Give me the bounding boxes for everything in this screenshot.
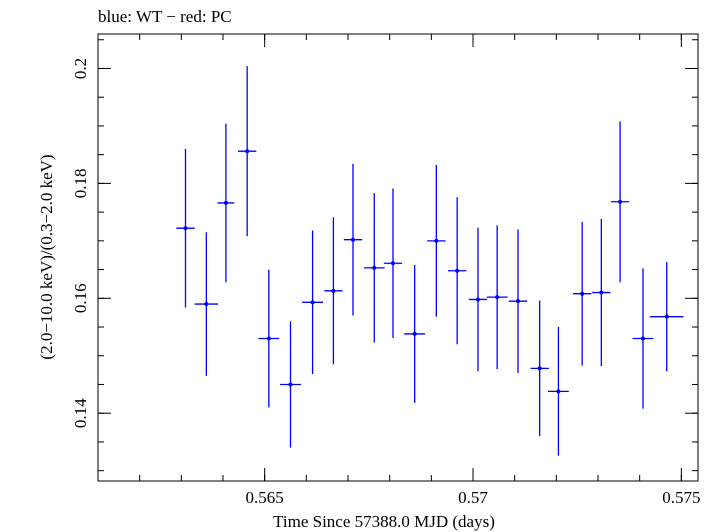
point-marker bbox=[434, 238, 439, 243]
point-marker bbox=[455, 268, 460, 273]
x-tick-label: 0.565 bbox=[246, 488, 284, 507]
data-point bbox=[404, 264, 426, 403]
data-point bbox=[486, 225, 508, 369]
point-marker bbox=[580, 291, 585, 296]
y-tick-label: 0.16 bbox=[71, 283, 90, 313]
data-point bbox=[508, 229, 528, 373]
data-point bbox=[217, 123, 235, 283]
point-marker bbox=[641, 336, 645, 341]
data-point bbox=[573, 221, 592, 366]
data-point bbox=[363, 193, 385, 343]
point-marker bbox=[266, 336, 271, 341]
data-point bbox=[343, 163, 363, 316]
point-marker bbox=[183, 226, 188, 231]
point-marker bbox=[537, 366, 542, 371]
chart-title: blue: WT − red: PC bbox=[98, 7, 232, 26]
point-marker bbox=[599, 290, 604, 295]
data-point bbox=[302, 230, 323, 375]
data-point bbox=[258, 269, 280, 408]
data-point bbox=[194, 232, 218, 376]
data-point bbox=[448, 197, 467, 345]
point-marker bbox=[495, 295, 500, 300]
point-marker bbox=[476, 297, 480, 302]
x-tick-label: 0.57 bbox=[458, 488, 488, 507]
x-tick-label: 0.575 bbox=[662, 488, 700, 507]
plot-frame bbox=[97, 33, 699, 482]
point-marker bbox=[331, 288, 336, 293]
y-axis-label: (2.0−10.0 keV)/(0.3−2.0 keV) bbox=[37, 154, 56, 359]
point-marker bbox=[372, 265, 377, 270]
data-point bbox=[427, 164, 446, 317]
data-point bbox=[238, 66, 257, 237]
data-point bbox=[468, 227, 488, 372]
y-tick-label: 0.2 bbox=[71, 58, 90, 79]
data-point bbox=[650, 262, 684, 372]
point-marker bbox=[223, 200, 228, 205]
point-marker bbox=[351, 237, 355, 242]
y-tick-label: 0.14 bbox=[71, 398, 90, 428]
point-marker bbox=[412, 331, 417, 336]
data-point bbox=[176, 148, 195, 308]
axis-ticks bbox=[97, 34, 698, 481]
point-marker bbox=[310, 300, 315, 305]
data-point bbox=[548, 327, 569, 456]
point-marker bbox=[391, 261, 395, 266]
point-marker bbox=[664, 314, 669, 319]
axis-tick-labels: 0.565 0.57 0.575 0.14 0.16 0.18 0.2 bbox=[71, 58, 700, 507]
y-tick-label: 0.18 bbox=[71, 169, 90, 199]
data-point bbox=[280, 321, 301, 448]
data-point bbox=[324, 217, 343, 365]
data-point bbox=[592, 219, 611, 367]
point-marker bbox=[288, 382, 293, 387]
data-point bbox=[530, 300, 549, 437]
x-axis-label: Time Since 57388.0 MJD (days) bbox=[273, 512, 495, 531]
data-points bbox=[176, 66, 684, 456]
point-marker bbox=[618, 199, 623, 204]
data-point bbox=[632, 268, 654, 409]
data-point bbox=[383, 188, 403, 338]
point-marker bbox=[556, 389, 561, 394]
point-marker bbox=[204, 302, 209, 307]
point-marker bbox=[245, 149, 250, 154]
point-marker bbox=[516, 299, 520, 304]
data-point bbox=[610, 121, 630, 283]
